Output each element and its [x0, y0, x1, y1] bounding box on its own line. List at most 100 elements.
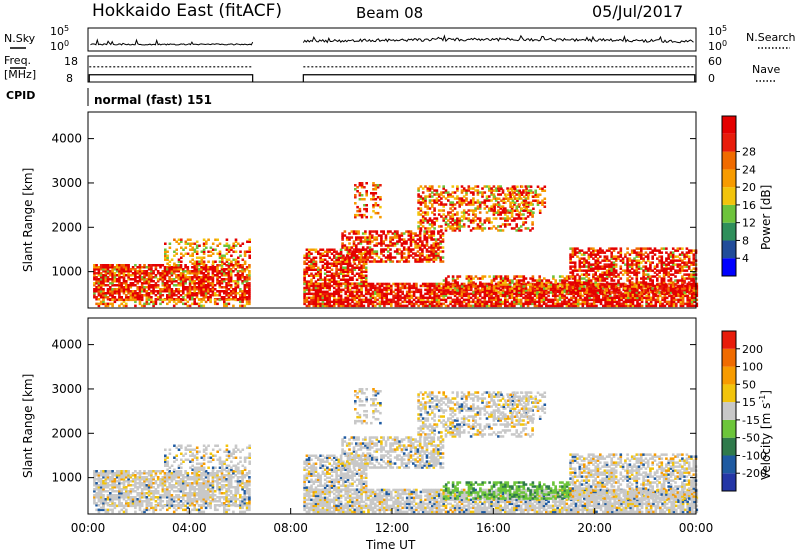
- heatmap-cell: [442, 205, 445, 208]
- heatmap-cell: [344, 282, 347, 285]
- heatmap-cell: [326, 298, 329, 302]
- heatmap-cell: [216, 298, 219, 301]
- heatmap-cell: [571, 277, 575, 280]
- heatmap-cell: [97, 304, 101, 308]
- heatmap-cell: [364, 238, 367, 241]
- heatmap-cell: [357, 248, 360, 251]
- heatmap-cell: [186, 290, 190, 293]
- heatmap-cell: [339, 302, 343, 306]
- heatmap-cell: [516, 205, 519, 208]
- heatmap-cell: [684, 284, 687, 288]
- heatmap-cell: [508, 291, 512, 294]
- heatmap-cell: [423, 234, 426, 237]
- heatmap-cell: [396, 282, 400, 286]
- heatmap-cell: [492, 287, 496, 290]
- heatmap-cell: [184, 278, 187, 281]
- heatmap-cell: [619, 285, 623, 288]
- heatmap-cell: [545, 291, 548, 294]
- heatmap-cell: [573, 249, 577, 252]
- heatmap-cell: [519, 286, 523, 290]
- heatmap-cell: [520, 193, 524, 196]
- heatmap-cell: [444, 227, 448, 230]
- heatmap-cell: [522, 277, 526, 280]
- heatmap-cell: [220, 290, 224, 293]
- heatmap-cell: [239, 266, 242, 269]
- heatmap-cell: [504, 275, 507, 278]
- heatmap-cell: [163, 266, 167, 269]
- heatmap-cell: [239, 270, 242, 273]
- heatmap-cell: [370, 215, 373, 219]
- heatmap-cell: [118, 264, 121, 267]
- heatmap-cell: [355, 250, 359, 253]
- heatmap-cell: [524, 284, 528, 288]
- heatmap-cell: [419, 213, 423, 216]
- heatmap-cell: [551, 290, 555, 294]
- heatmap-cell: [515, 298, 518, 302]
- heatmap-cell: [138, 272, 142, 275]
- heatmap-cell: [441, 250, 445, 253]
- heatmap-cell: [456, 187, 459, 190]
- heatmap-cell: [456, 291, 459, 294]
- heatmap-cell: [357, 242, 360, 245]
- heatmap-cell: [319, 270, 322, 273]
- heatmap-cell: [612, 257, 616, 260]
- heatmap-cell: [569, 265, 572, 268]
- heatmap-cell: [488, 199, 491, 202]
- heatmap-cell: [172, 304, 176, 308]
- heatmap-cell: [99, 276, 103, 279]
- heatmap-cell: [547, 285, 551, 288]
- heatmap-cell: [627, 296, 630, 300]
- heatmap-cell: [330, 264, 334, 267]
- heatmap-cell: [216, 282, 219, 285]
- heatmap-cell: [492, 225, 496, 228]
- heatmap-cell: [499, 193, 502, 196]
- heatmap-cell: [355, 302, 359, 306]
- heatmap-cell: [143, 272, 146, 275]
- heatmap-cell: [497, 185, 500, 188]
- heatmap-cell: [590, 294, 594, 298]
- heatmap-cell: [156, 292, 160, 295]
- heatmap-cell: [312, 260, 316, 263]
- heatmap-cell: [344, 262, 347, 265]
- heatmap-cell: [670, 304, 673, 308]
- heatmap-cell: [241, 242, 245, 245]
- heatmap-cell: [453, 294, 457, 298]
- heatmap-cell: [376, 196, 380, 199]
- heatmap-cell: [360, 288, 363, 292]
- heatmap-cell: [677, 300, 680, 304]
- heatmap-cell: [389, 260, 392, 263]
- heatmap-cell: [99, 302, 103, 306]
- heatmap-cell: [456, 225, 459, 228]
- heatmap-cell: [335, 264, 338, 267]
- heatmap-cell: [200, 284, 203, 287]
- heatmap-cell: [612, 265, 616, 268]
- heatmap-cell: [348, 270, 352, 273]
- heatmap-cell: [628, 289, 632, 292]
- heatmap-cell: [368, 238, 372, 241]
- heatmap-cell: [353, 266, 357, 269]
- heatmap-cell: [177, 284, 180, 287]
- heatmap-cell: [684, 302, 687, 306]
- heatmap-cell: [399, 286, 402, 290]
- heatmap-cell: [453, 304, 457, 308]
- heatmap-cell: [529, 300, 532, 304]
- heatmap-cell: [373, 230, 376, 233]
- heatmap-cell: [633, 282, 637, 286]
- heatmap-cell: [439, 234, 442, 237]
- heatmap-cell: [358, 298, 361, 302]
- heatmap-cell: [140, 266, 144, 269]
- heatmap-cell: [385, 282, 388, 286]
- heatmap-cell: [236, 278, 240, 281]
- heatmap-cell: [476, 223, 480, 226]
- heatmap-cell: [478, 292, 482, 296]
- heatmap-cell: [166, 266, 169, 269]
- heatmap-cell: [211, 278, 215, 281]
- heatmap-cell: [93, 276, 96, 279]
- heatmap-cell: [627, 294, 630, 298]
- heatmap-cell: [572, 296, 575, 300]
- heatmap-cell: [506, 223, 509, 226]
- heatmap-cell: [444, 189, 448, 192]
- heatmap-cell: [476, 285, 480, 288]
- heatmap-cell: [352, 256, 356, 259]
- heatmap-cell: [580, 253, 584, 256]
